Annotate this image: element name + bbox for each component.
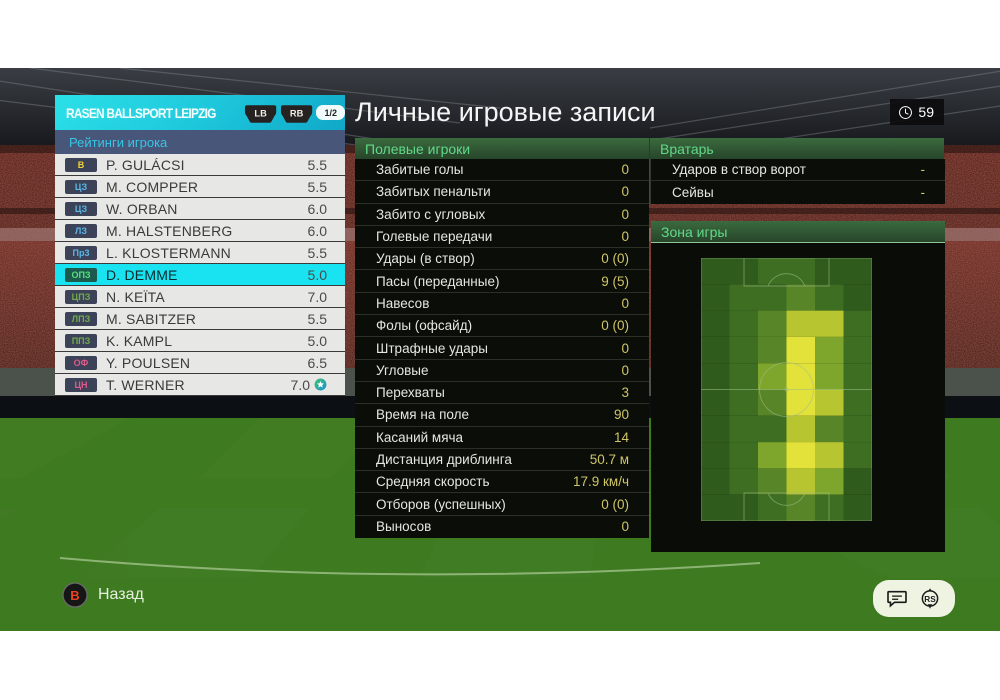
svg-text:B: B xyxy=(70,588,79,603)
svg-text:RB: RB xyxy=(290,108,304,118)
svg-text:LB: LB xyxy=(255,108,268,118)
svg-text:RS: RS xyxy=(924,595,936,604)
